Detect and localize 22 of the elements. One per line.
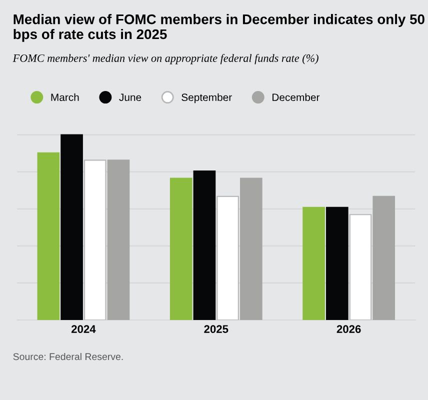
bar — [216, 196, 239, 320]
bar — [372, 196, 396, 320]
source-note: Source: Federal Reserve. — [13, 352, 123, 360]
bar — [349, 214, 372, 320]
bar — [240, 178, 262, 320]
bar — [170, 178, 192, 320]
x-tick-label: 2024 — [71, 325, 96, 334]
legend-label: March — [51, 93, 79, 102]
bar — [37, 152, 60, 320]
bar — [193, 170, 216, 320]
legend-label: September — [182, 93, 232, 104]
bar — [84, 160, 106, 320]
chart-title: Median view of FOMC members in December indicates only 50 bps of rate cuts in 2025 — [14, 14, 424, 42]
bar — [107, 160, 130, 320]
x-tick-label: 2026 — [336, 325, 361, 334]
bar — [302, 206, 325, 320]
bar — [326, 206, 348, 320]
legend-label: June — [119, 94, 142, 102]
legend-label: December — [272, 93, 320, 102]
x-tick-label: 2025 — [204, 325, 228, 334]
chart-subtitle: FOMC members' median view on appropriate federal funds rate (%) — [12, 54, 318, 64]
bar — [60, 134, 83, 320]
